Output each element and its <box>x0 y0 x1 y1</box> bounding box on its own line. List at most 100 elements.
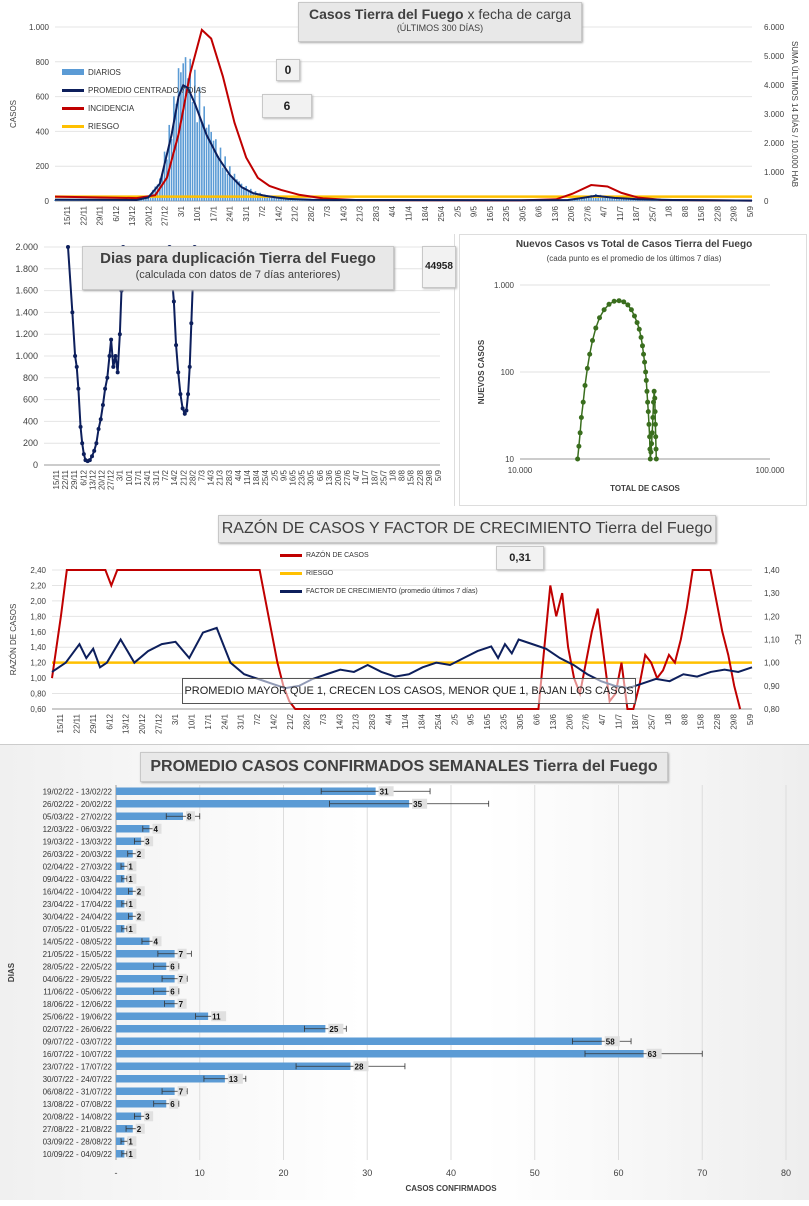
category-label: 19/03/22 - 13/03/22 <box>43 837 113 846</box>
x-tick-label: 28/3 <box>372 205 381 221</box>
data-point <box>186 392 190 396</box>
y2-axis-label: FC <box>793 634 802 645</box>
x-tick-label: 22/8 <box>416 469 425 485</box>
category-label: 02/07/22 - 26/06/22 <box>43 1025 113 1034</box>
y-tick-label: 0,80 <box>30 690 46 699</box>
data-point <box>646 409 651 414</box>
data-point <box>644 389 649 394</box>
data-label: 8 <box>187 812 192 821</box>
data-point <box>637 327 642 332</box>
x-tick-label: 1/8 <box>665 205 674 217</box>
data-point <box>654 447 659 452</box>
y-tick-label: 1.200 <box>15 329 38 339</box>
data-point <box>576 444 581 449</box>
x-tick-label: 50 <box>530 1168 540 1178</box>
y-tick-label: 2,00 <box>30 597 46 606</box>
x-axis-label: CASOS CONFIRMADOS <box>405 1184 497 1193</box>
chart1-title-box: Casos Tierra del Fuego x fecha de carga … <box>298 2 582 42</box>
data-point <box>181 406 185 410</box>
chart4-annotation: PROMEDIO MAYOR QUE 1, CRECEN LOS CASOS, … <box>182 678 636 704</box>
data-label: 1 <box>128 900 133 909</box>
x-tick-label: 20/6 <box>334 469 343 485</box>
x-tick-label: 4/7 <box>600 205 609 217</box>
data-label: 2 <box>137 912 142 921</box>
x-tick-label: 2/5 <box>453 205 462 217</box>
x-tick-label: 31/1 <box>242 205 251 221</box>
x-tick-label: 22/11 <box>72 713 81 733</box>
data-point <box>585 366 590 371</box>
y2-axis-label: SUMA ÚLTIMOS 14 DÍAS / 100.000 HAB <box>790 41 799 187</box>
data-point <box>105 376 109 380</box>
x-tick-label: 8/8 <box>681 205 690 217</box>
x-tick-label: 15/11 <box>56 713 65 733</box>
data-point <box>621 299 626 304</box>
y-tick-label: 1.000 <box>494 281 515 290</box>
x-tick-label: 6/12 <box>105 713 114 729</box>
x-tick-label: 14/3 <box>207 469 216 485</box>
bar-diarios <box>168 125 170 201</box>
y-tick-label: 1,40 <box>30 643 46 652</box>
y2-tick-label: 1,20 <box>764 612 780 621</box>
data-point <box>652 389 657 394</box>
y-tick-label: 1.600 <box>15 286 38 296</box>
data-point <box>650 415 655 420</box>
x-tick-label: 10.000 <box>508 466 533 475</box>
chart1-title-suffix: x fecha de carga <box>467 6 571 22</box>
data-point <box>602 307 607 312</box>
data-point <box>612 299 617 304</box>
x-tick-label: 15/8 <box>697 713 706 729</box>
data-point <box>75 365 79 369</box>
bar-diarios <box>224 156 226 201</box>
legend-item-factor: FACTOR DE CRECIMIENTO (promedio últimos … <box>280 582 478 600</box>
x-axis-label: TOTAL DE CASOS <box>610 484 680 493</box>
data-point <box>639 335 644 340</box>
data-label: 58 <box>606 1037 615 1046</box>
legend-item-diarios: DIARIOS <box>62 63 206 81</box>
x-tick-label: 29/11 <box>89 713 98 733</box>
y-tick-label: 400 <box>36 127 50 136</box>
x-tick-label: 10/1 <box>125 469 134 485</box>
x-tick-label: 22/11 <box>79 205 88 225</box>
x-tick-label: 20/12 <box>138 713 147 734</box>
data-label: 7 <box>179 950 184 959</box>
x-tick-label: 13/12 <box>122 713 131 734</box>
data-label: 2 <box>137 887 142 896</box>
category-label: 19/02/22 - 13/02/22 <box>43 787 113 796</box>
data-point <box>644 378 649 383</box>
y2-tick-label: 0,90 <box>764 682 780 691</box>
x-tick-label: 29/11 <box>70 469 79 489</box>
category-label: 16/04/22 - 10/04/22 <box>43 887 113 896</box>
x-tick-label: 31/1 <box>152 469 161 485</box>
x-tick-label: 4/7 <box>598 713 607 725</box>
y-tick-label: 0 <box>33 460 38 470</box>
y-tick-label: 2,20 <box>30 581 46 590</box>
category-label: 26/02/22 - 20/02/22 <box>43 800 113 809</box>
y-tick-label: 200 <box>23 438 38 448</box>
x-tick-label: 29/8 <box>730 713 739 729</box>
data-label: 3 <box>145 1112 150 1121</box>
data-point <box>653 422 658 427</box>
y2-tick-label: 0,80 <box>764 705 780 714</box>
category-label: 23/04/22 - 17/04/22 <box>43 900 113 909</box>
data-point <box>593 326 598 331</box>
data-point <box>174 343 178 347</box>
data-point <box>653 409 658 414</box>
data-point <box>184 409 188 413</box>
bar-diarios <box>171 139 173 201</box>
chart2-title-box: Dias para duplicación Tierra del Fuego (… <box>82 246 394 290</box>
data-point <box>641 352 646 357</box>
x-tick-label: 28/2 <box>188 469 197 485</box>
x-tick-label: 25/4 <box>261 469 270 485</box>
data-point <box>642 360 647 365</box>
x-tick-label: 25/4 <box>437 205 446 221</box>
x-tick-label: 28/3 <box>368 713 377 729</box>
x-tick-label: 31/1 <box>237 713 246 729</box>
x-tick-label: 24/1 <box>226 205 235 221</box>
x-tick-label: 17/1 <box>134 469 143 485</box>
x-tick-label: 28/3 <box>225 469 234 485</box>
data-point <box>107 354 111 358</box>
y2-tick-label: 1,40 <box>764 566 780 575</box>
data-point <box>654 457 659 462</box>
